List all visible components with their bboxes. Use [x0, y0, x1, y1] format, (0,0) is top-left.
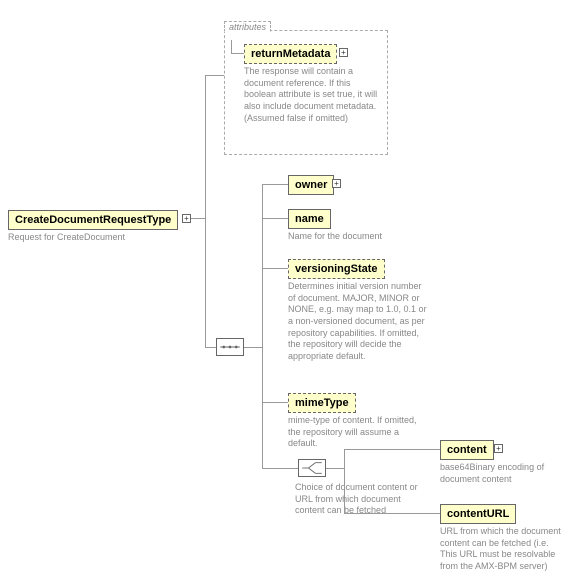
- root-type-box: CreateDocumentRequestType: [8, 210, 178, 230]
- connector-line: [191, 218, 205, 219]
- connector-line: [344, 449, 440, 450]
- connector-line: [262, 268, 288, 269]
- root-label: CreateDocumentRequestType: [15, 214, 171, 226]
- mimetype-box: mimeType: [288, 393, 356, 413]
- connector-line: [205, 75, 206, 347]
- expand-icon[interactable]: +: [182, 214, 191, 223]
- contenturl-box: contentURL: [440, 504, 516, 524]
- connector-line: [344, 513, 440, 514]
- choice-connector-icon: [298, 459, 326, 477]
- expand-icon[interactable]: +: [339, 48, 348, 57]
- connector-line: [262, 184, 288, 185]
- connector-line: [205, 347, 216, 348]
- contenturl-desc: URL from which the document content can …: [440, 526, 562, 573]
- name-box: name: [288, 209, 331, 229]
- connector-line: [344, 449, 345, 513]
- expand-icon[interactable]: +: [332, 179, 341, 188]
- sequence-connector-icon: [216, 338, 244, 356]
- mimetype-desc: mime-type of content. If omitted, the re…: [288, 415, 418, 450]
- content-label: content: [447, 444, 487, 456]
- connector-line: [231, 40, 232, 54]
- content-box: content: [440, 440, 494, 460]
- returnmetadata-box: returnMetadata: [244, 44, 337, 64]
- returnmetadata-label: returnMetadata: [251, 48, 330, 60]
- connector-line: [231, 53, 244, 54]
- choice-desc: Choice of document content or URL from w…: [295, 482, 425, 517]
- connector-line: [262, 218, 288, 219]
- name-desc: Name for the document: [288, 231, 418, 243]
- contenturl-label: contentURL: [447, 508, 509, 520]
- connector-line: [205, 75, 224, 76]
- name-label: name: [295, 213, 324, 225]
- root-desc: Request for CreateDocument: [8, 232, 148, 244]
- connector-line: [262, 468, 298, 469]
- connector-line: [326, 468, 344, 469]
- content-desc: base64Binary encoding of document conten…: [440, 462, 560, 485]
- versioningstate-desc: Determines initial version number of doc…: [288, 281, 428, 363]
- connector-line: [262, 184, 263, 468]
- versioningstate-label: versioningState: [295, 263, 378, 275]
- connector-line: [262, 402, 288, 403]
- mimetype-label: mimeType: [295, 397, 349, 409]
- owner-box: owner: [288, 175, 334, 195]
- versioningstate-box: versioningState: [288, 259, 385, 279]
- owner-label: owner: [295, 179, 327, 191]
- attributes-tab: attributes: [224, 21, 271, 32]
- connector-line: [244, 347, 262, 348]
- expand-icon[interactable]: +: [494, 444, 503, 453]
- returnmetadata-desc: The response will contain a document ref…: [244, 66, 378, 124]
